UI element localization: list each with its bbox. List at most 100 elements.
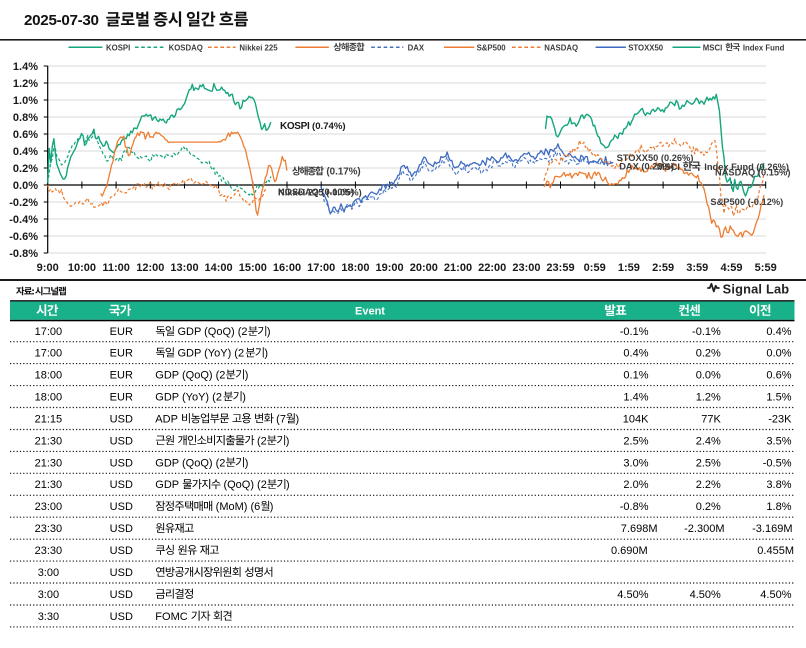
svg-text:0.4%: 0.4% — [13, 146, 38, 158]
svg-text:USD: USD — [110, 413, 133, 425]
svg-text:KOSDAQ: KOSDAQ — [169, 43, 203, 52]
svg-text:-0.1%: -0.1% — [620, 326, 649, 338]
svg-text:1.5%: 1.5% — [766, 391, 791, 403]
svg-text:STOXX50: STOXX50 — [628, 43, 664, 52]
svg-text:S&P500: S&P500 — [477, 43, 507, 52]
svg-text:4.50%: 4.50% — [617, 589, 648, 601]
svg-text:-0.2%: -0.2% — [9, 197, 38, 209]
svg-text:EUR: EUR — [110, 391, 133, 403]
svg-text:4:59: 4:59 — [720, 262, 742, 274]
svg-text:USD: USD — [110, 567, 133, 579]
svg-text:EUR: EUR — [110, 370, 133, 382]
svg-text:GDP (YoY) (2: GDP (YoY) (2 — [174, 348, 244, 360]
svg-text:MSCI: MSCI — [703, 43, 723, 52]
svg-text:20:00: 20:00 — [410, 262, 438, 274]
svg-text:0.0%: 0.0% — [13, 180, 38, 192]
svg-text:0.690M: 0.690M — [611, 545, 648, 557]
svg-text:1.4%: 1.4% — [13, 61, 38, 73]
svg-text:21:30: 21:30 — [35, 435, 63, 447]
svg-text:21:30: 21:30 — [35, 479, 63, 491]
svg-text:1.8%: 1.8% — [766, 501, 791, 513]
svg-text:3.5%: 3.5% — [766, 435, 791, 447]
svg-text:3:00: 3:00 — [38, 567, 59, 579]
svg-text:Nikkei 225 (-0.05%): Nikkei 225 (-0.05%) — [278, 188, 362, 198]
svg-text:USD: USD — [110, 589, 133, 601]
svg-text:): ) — [286, 435, 290, 447]
svg-text:3:59: 3:59 — [686, 262, 708, 274]
svg-text:0.0%: 0.0% — [696, 370, 721, 382]
svg-text:2.2%: 2.2% — [696, 479, 721, 491]
svg-text:104K: 104K — [623, 413, 649, 425]
svg-text:0.8%: 0.8% — [13, 112, 38, 124]
svg-text:Event: Event — [355, 306, 385, 318]
svg-text:): ) — [245, 370, 249, 382]
svg-text:0.2%: 0.2% — [13, 163, 38, 175]
svg-text:0.0%: 0.0% — [766, 348, 791, 360]
svg-text:GDP (QoQ) (2: GDP (QoQ) (2 — [155, 370, 225, 382]
svg-text:Signal Lab: Signal Lab — [723, 281, 790, 296]
svg-text:-0.8%: -0.8% — [620, 501, 649, 513]
svg-text:USD: USD — [110, 435, 133, 447]
svg-text:3.8%: 3.8% — [766, 479, 791, 491]
svg-text:Index Fund: Index Fund — [741, 43, 785, 52]
svg-text:ADP: ADP — [155, 413, 180, 425]
svg-text:): ) — [270, 501, 274, 513]
svg-text:4.50%: 4.50% — [760, 589, 791, 601]
svg-text:(2: (2 — [254, 435, 267, 447]
svg-text:7.698M: 7.698M — [621, 523, 658, 535]
svg-text:-23K: -23K — [768, 413, 792, 425]
svg-text:): ) — [264, 348, 268, 360]
svg-text:23:30: 23:30 — [35, 545, 63, 557]
svg-text:2025-07-30: 2025-07-30 — [24, 12, 99, 29]
svg-text:21:15: 21:15 — [35, 413, 63, 425]
svg-text:11:00: 11:00 — [102, 262, 130, 274]
svg-text:STOXX50 (0.26%): STOXX50 (0.26%) — [617, 153, 694, 163]
svg-text:0.2%: 0.2% — [696, 348, 721, 360]
svg-text:0.1%: 0.1% — [623, 370, 648, 382]
svg-text:5:59: 5:59 — [755, 262, 777, 274]
svg-text:-0.1%: -0.1% — [692, 326, 721, 338]
svg-text:KOSPI: KOSPI — [280, 121, 310, 132]
svg-text:USD: USD — [110, 501, 133, 513]
svg-text:FOMC: FOMC — [155, 611, 190, 623]
svg-text:0.4%: 0.4% — [623, 348, 648, 360]
svg-text:0.2%: 0.2% — [696, 501, 721, 513]
svg-text:-0.8%: -0.8% — [9, 248, 38, 260]
svg-text:): ) — [286, 479, 290, 491]
svg-text:77K: 77K — [701, 413, 721, 425]
svg-text:21:30: 21:30 — [35, 457, 63, 469]
svg-text:): ) — [267, 326, 271, 338]
svg-text:16:00: 16:00 — [273, 262, 301, 274]
svg-text:0:59: 0:59 — [584, 262, 606, 274]
svg-text:MSCI: MSCI — [657, 162, 680, 172]
svg-text:-2.300M: -2.300M — [684, 523, 724, 535]
svg-text:12:00: 12:00 — [136, 262, 164, 274]
svg-text:1.2%: 1.2% — [696, 391, 721, 403]
svg-text:USD: USD — [110, 479, 133, 491]
svg-text:18:00: 18:00 — [35, 391, 63, 403]
svg-text:9:00: 9:00 — [37, 262, 59, 274]
svg-text:EUR: EUR — [110, 326, 133, 338]
svg-text:GDP (YoY) (2: GDP (YoY) (2 — [155, 391, 222, 403]
svg-text:USD: USD — [110, 545, 133, 557]
svg-text:): ) — [296, 413, 300, 425]
svg-text:): ) — [245, 457, 249, 469]
svg-text:-0.4%: -0.4% — [9, 214, 38, 226]
svg-text:23:59: 23:59 — [546, 262, 574, 274]
svg-text:18:00: 18:00 — [35, 370, 63, 382]
svg-text:GDP (QoQ) (2: GDP (QoQ) (2 — [155, 457, 225, 469]
svg-text:NASDAQ (0.15%): NASDAQ (0.15%) — [715, 168, 790, 178]
svg-text:19:00: 19:00 — [376, 262, 404, 274]
svg-text:13:00: 13:00 — [170, 262, 198, 274]
svg-text:2.4%: 2.4% — [696, 435, 721, 447]
svg-text:(0.74%): (0.74%) — [312, 121, 346, 132]
svg-text:USD: USD — [110, 457, 133, 469]
svg-text:4.50%: 4.50% — [690, 589, 721, 601]
svg-text:15:00: 15:00 — [239, 262, 267, 274]
svg-text:USD: USD — [110, 611, 133, 623]
svg-text:(MoM) (6: (MoM) (6 — [213, 501, 261, 513]
svg-text:2:59: 2:59 — [652, 262, 674, 274]
svg-text:23:00: 23:00 — [512, 262, 540, 274]
svg-text:DAX: DAX — [408, 43, 425, 52]
svg-text:17:00: 17:00 — [35, 348, 63, 360]
